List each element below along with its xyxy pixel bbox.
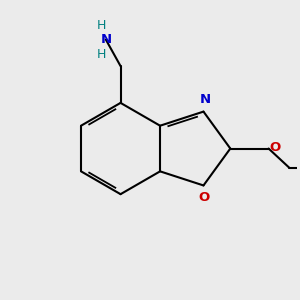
Text: N: N xyxy=(200,93,211,106)
Text: H: H xyxy=(97,48,106,62)
Text: N: N xyxy=(100,33,111,46)
Text: O: O xyxy=(269,141,281,154)
Text: O: O xyxy=(198,191,210,204)
Text: H: H xyxy=(97,19,106,32)
